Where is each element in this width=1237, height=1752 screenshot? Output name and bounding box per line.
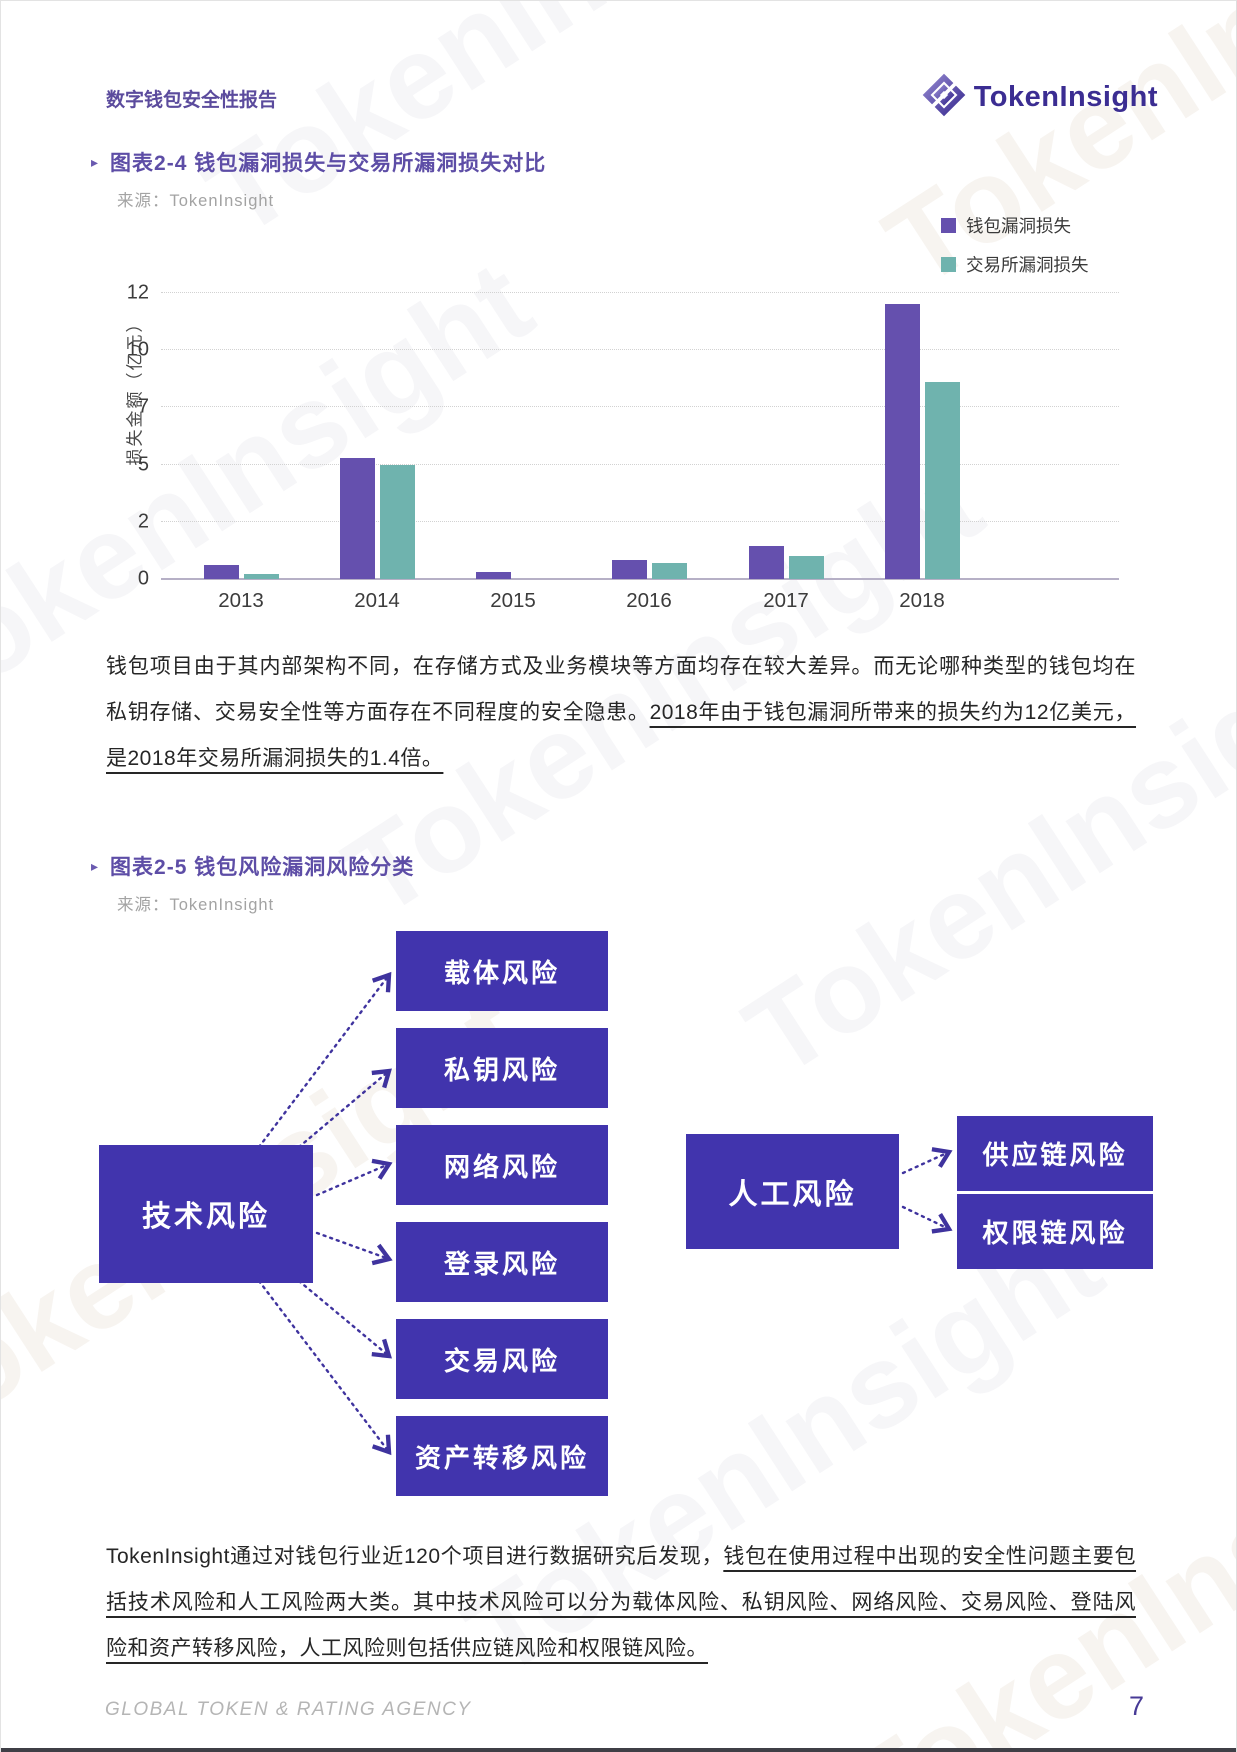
x-tick: 2013 [218, 589, 264, 612]
bar-group-2014 [340, 293, 415, 579]
y-tick: 5 [137, 453, 149, 476]
chart-legend: 钱包漏洞损失 交易所漏洞损失 [941, 213, 1089, 291]
figure1-source: 来源：TokenInsight [117, 192, 275, 210]
risk-box-login: 登录风险 [396, 1222, 608, 1302]
risk-box-authority-chain: 权限链风险 [957, 1194, 1153, 1269]
wallet-loss-bar [204, 565, 239, 579]
wallet-loss-bar [749, 545, 784, 579]
x-tick: 2017 [763, 589, 809, 612]
caption-bullet-icon: ▸ [91, 858, 99, 874]
brand-block: TokenInsight [922, 73, 1158, 122]
gridline [161, 520, 1119, 522]
loss-comparison-bar-chart: 损失金额（亿元） 0 2 5 7 10 12 [1, 1, 1236, 641]
analysis-paragraph-1: 钱包项目由于其内部架构不同，在存储方式及业务模块等方面均存在较大差异。而无论哪种… [106, 644, 1136, 781]
exchange-loss-bar [380, 464, 415, 579]
gridline [161, 463, 1119, 465]
figure2-source: 来源：TokenInsight [117, 896, 275, 914]
bar-group-2017 [749, 293, 824, 579]
y-tick: 7 [137, 395, 149, 418]
y-tick: 10 [126, 338, 149, 361]
underlined-text: 2018年由于钱包漏洞所带来的损失约为12亿美元，是2018年交易所漏洞损失的1… [106, 700, 1137, 770]
x-tick: 2014 [354, 589, 400, 612]
gridline [161, 292, 1119, 293]
risk-box-carrier: 载体风险 [396, 931, 608, 1011]
exchange-loss-bar [925, 382, 960, 579]
bar-group-2016 [612, 293, 687, 579]
exchange-series-swatch [941, 257, 956, 272]
figure2-caption: ▸ 图表2-5 钱包风险漏洞风险分类 [91, 851, 414, 881]
underlined-text: 钱包在使用过程中出现的安全性问题主要包括技术风险和人工风险两大类。其中技术风险可… [106, 1545, 1137, 1660]
brand-name: TokenInsight [973, 81, 1158, 113]
gridline [161, 406, 1119, 408]
y-tick: 0 [137, 567, 149, 590]
wallet-series-swatch [941, 218, 956, 233]
bar-group-2015 [476, 293, 551, 579]
page-number: 7 [1128, 1691, 1144, 1721]
wallet-loss-bar [885, 304, 920, 579]
risk-box-private-key: 私钥风险 [396, 1028, 608, 1108]
human-risk-box: 人工风险 [686, 1134, 899, 1249]
caption-bullet-icon: ▸ [91, 154, 99, 170]
figure1-title: 图表2-4 钱包漏洞损失与交易所漏洞损失对比 [110, 152, 547, 175]
x-tick: 2018 [899, 589, 945, 612]
y-axis-ticks: 0 2 5 7 10 12 [109, 282, 155, 590]
exchange-loss-bar [652, 562, 687, 579]
risk-box-network: 网络风险 [396, 1125, 608, 1205]
gridline [161, 349, 1119, 351]
risk-box-supply-chain: 供应链风险 [957, 1116, 1153, 1191]
paragraph-text: TokenInsight通过对钱包行业近120个项目进行数据研究后发现， [106, 1545, 724, 1568]
wallet-loss-bar [476, 572, 511, 579]
footer-agency: GLOBAL TOKEN & RATING AGENCY [105, 1699, 472, 1720]
figure1-caption: ▸ 图表2-4 钱包漏洞损失与交易所漏洞损失对比 [91, 147, 546, 177]
page-bottom-edge [1, 1748, 1236, 1752]
y-tick: 2 [137, 510, 149, 533]
legend-item-wallet: 钱包漏洞损失 [941, 213, 1089, 238]
x-tick: 2015 [490, 589, 536, 612]
wallet-loss-bar [340, 457, 375, 579]
legend-item-exchange: 交易所漏洞损失 [941, 252, 1089, 277]
exchange-loss-bar [244, 574, 279, 579]
x-tick: 2016 [626, 589, 672, 612]
y-tick: 12 [126, 281, 149, 304]
legend-label: 交易所漏洞损失 [966, 255, 1089, 275]
bar-group-2013 [204, 293, 279, 579]
plot-area [161, 292, 1119, 580]
tokeninsight-logo-icon [922, 73, 966, 122]
x-axis-line [161, 578, 1119, 580]
page-title: 数字钱包安全性报告 [106, 90, 278, 111]
tech-risk-box: 技术风险 [99, 1145, 313, 1283]
bar-group-2018 [885, 293, 960, 579]
risk-box-transaction: 交易风险 [396, 1319, 608, 1399]
wallet-loss-bar [612, 559, 647, 579]
risk-box-asset-transfer: 资产转移风险 [396, 1416, 608, 1496]
exchange-loss-bar [789, 556, 824, 579]
analysis-paragraph-2: TokenInsight通过对钱包行业近120个项目进行数据研究后发现，钱包在使… [106, 1534, 1136, 1671]
figure2-title: 图表2-5 钱包风险漏洞风险分类 [110, 856, 415, 879]
legend-label: 钱包漏洞损失 [966, 216, 1071, 236]
paragraph-text: 钱包项目由于其内部架构不同，在存储方式及业务模块等方面均存在较大差异。而无论哪种… [106, 655, 1136, 724]
